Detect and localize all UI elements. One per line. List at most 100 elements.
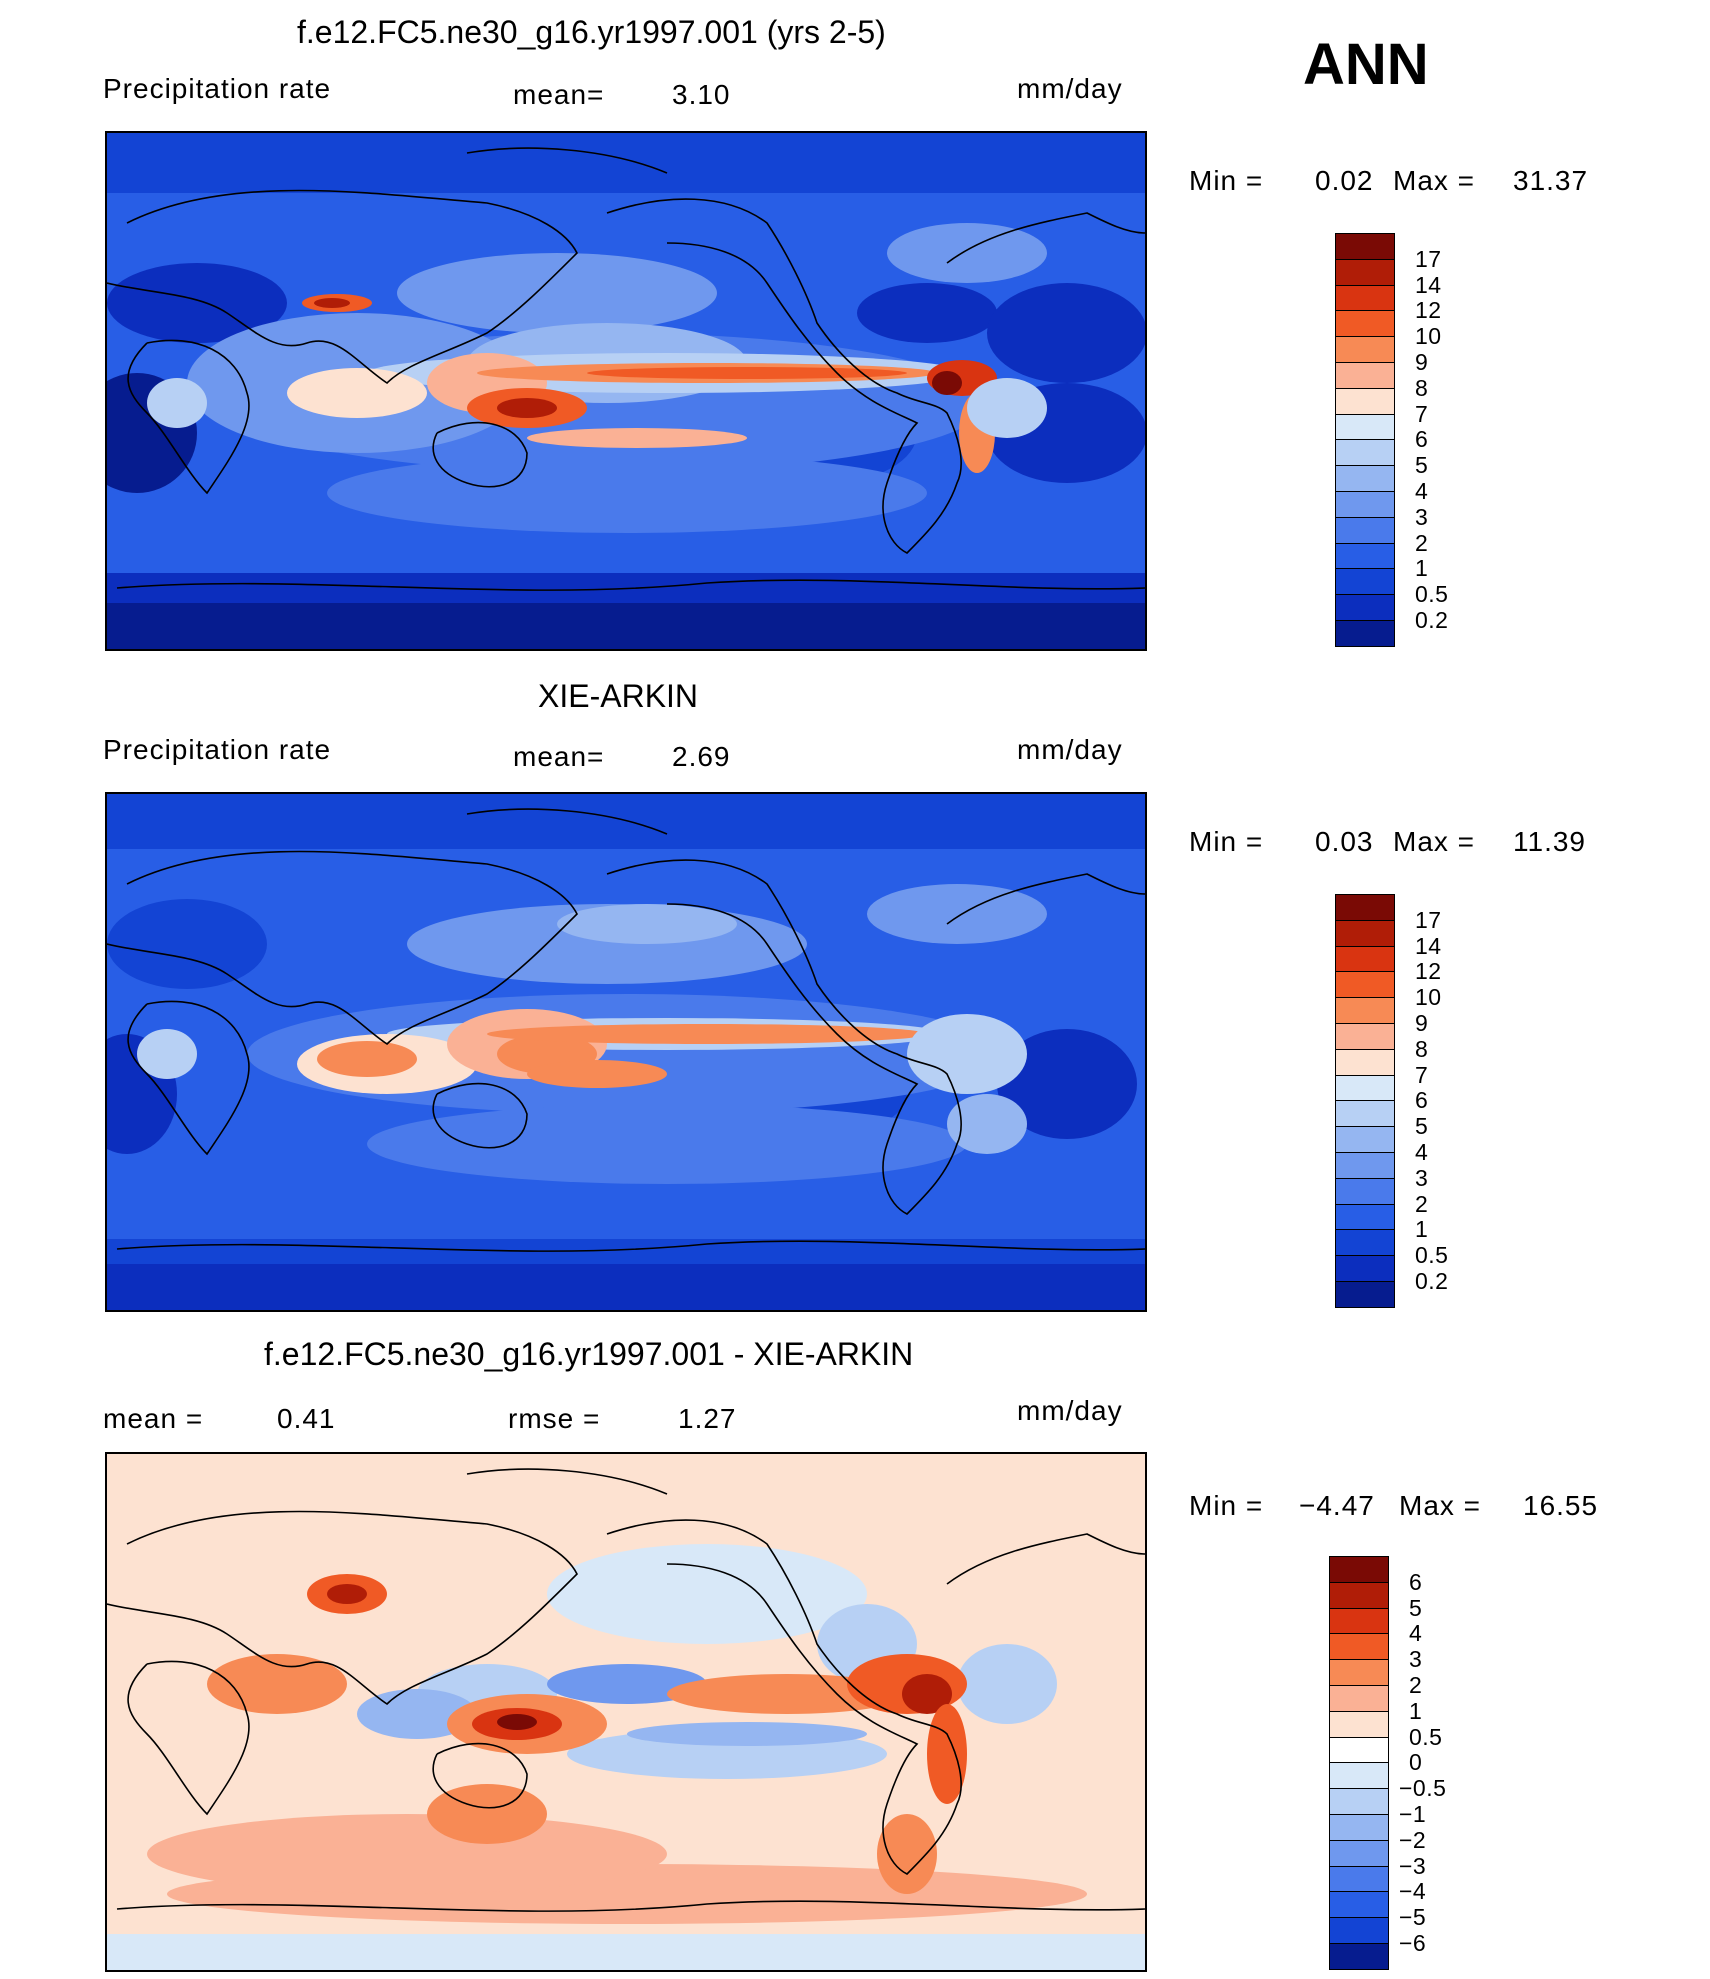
colorbar-tick-label: 8 [1415, 1035, 1429, 1062]
colorbar-tick-label: 7 [1415, 400, 1429, 427]
colorbar-tick-label: 7 [1415, 1061, 1429, 1088]
panel2-min-label: Min = [1189, 826, 1264, 857]
colorbar-tick-label: 4 [1415, 478, 1429, 504]
colorbar-swatch [1329, 1581, 1389, 1609]
colorbar-tick-label: 1 [1409, 1697, 1423, 1724]
colorbar-swatch [1335, 1229, 1395, 1257]
panel3-rmse-label: rmse = [508, 1403, 601, 1434]
colorbar-swatch [1335, 1023, 1395, 1050]
colorbar-tick-label: 17 [1415, 906, 1442, 933]
colorbar-tick-label: 14 [1415, 932, 1442, 959]
colorbar-tick-label: 0.5 [1415, 581, 1449, 608]
panel1-mean-label: mean= [513, 79, 605, 110]
colorbar-swatch [1329, 1943, 1389, 1970]
colorbar-swatch [1329, 1659, 1389, 1686]
colorbar-swatch [1335, 1152, 1395, 1179]
panel1-max-value: 31.37 [1513, 165, 1589, 196]
colorbar-tick-label: 0.2 [1415, 1268, 1449, 1294]
colorbar-swatch [1329, 1710, 1389, 1738]
panel1-min-value: 0.02 [1315, 165, 1374, 196]
panel3-units: mm/day [1017, 1395, 1123, 1426]
colorbar-tick-label: 3 [1409, 1646, 1423, 1673]
colorbar-tick-label: 5 [1415, 452, 1429, 479]
colorbar-tick-label: 5 [1409, 1594, 1423, 1621]
colorbar-swatch [1335, 894, 1395, 921]
colorbar-swatch [1329, 1685, 1389, 1712]
colorbar-tick-label: 12 [1415, 297, 1442, 324]
colorbar-swatch [1335, 1074, 1395, 1102]
colorbar-swatch [1335, 310, 1395, 338]
panel3-min-label: Min = [1189, 1490, 1264, 1521]
colorbar-swatch [1335, 945, 1395, 973]
panel1-max-label: Max = [1393, 165, 1476, 196]
colorbar-tick-label: −0.5 [1399, 1775, 1447, 1802]
colorbar-tick-label: 9 [1415, 349, 1429, 375]
colorbar-swatch [1329, 1865, 1389, 1893]
colorbar-swatch [1335, 491, 1395, 518]
colorbar-tick-label: −1 [1399, 1801, 1427, 1827]
colorbar-swatch [1335, 387, 1395, 415]
panel3-mean-value: 0.41 [277, 1403, 336, 1434]
colorbar-tick-label: 2 [1409, 1672, 1423, 1698]
colorbar-swatch [1335, 594, 1395, 621]
panel3-map [105, 1452, 1147, 1972]
colorbar-swatch [1335, 465, 1395, 492]
colorbar-tick-label: 6 [1415, 426, 1429, 453]
colorbar-swatch [1335, 413, 1395, 441]
colorbar-tick-label: 0.2 [1415, 607, 1449, 633]
colorbar-swatch [1335, 284, 1395, 312]
panel1-field [107, 133, 1145, 649]
colorbar-tick-label: 2 [1415, 1190, 1429, 1217]
colorbar-tick-label: 2 [1415, 529, 1429, 556]
panel1-title: f.e12.FC5.ne30_g16.yr1997.001 (yrs 2-5) [297, 14, 886, 50]
colorbar-tick-label: −2 [1399, 1826, 1427, 1853]
panel2-mean-value: 2.69 [672, 741, 731, 772]
colorbar-swatch [1329, 1839, 1389, 1867]
colorbar-swatch [1335, 258, 1395, 286]
colorbar-swatch [1329, 1736, 1389, 1764]
panel2-max-label: Max = [1393, 826, 1476, 857]
colorbar-swatch [1335, 336, 1395, 363]
colorbar-tick-label: −6 [1399, 1930, 1427, 1956]
colorbar-swatch [1335, 1100, 1395, 1128]
panel1-colorbar: 17 14 12 10 9 8 7 6 5 4 3 2 1 0.5 0.2 [1335, 233, 1475, 647]
colorbar-tick-label: −5 [1399, 1904, 1427, 1931]
colorbar-swatch [1329, 1607, 1389, 1635]
panel2-title: XIE-ARKIN [538, 678, 699, 714]
colorbar-swatch [1329, 1814, 1389, 1841]
colorbar-tick-label: −4 [1399, 1878, 1427, 1905]
colorbar-swatch [1329, 1891, 1389, 1919]
colorbar-swatch [1329, 1788, 1389, 1815]
colorbar-tick-label: −3 [1399, 1852, 1427, 1879]
colorbar-swatch [1329, 1762, 1389, 1790]
panel2-units: mm/day [1017, 734, 1123, 765]
colorbar-tick-label: 0.5 [1409, 1723, 1443, 1750]
colorbar-swatch [1335, 1203, 1395, 1231]
colorbar-tick-label: 4 [1409, 1620, 1423, 1647]
colorbar-tick-label: 17 [1415, 245, 1442, 272]
colorbar-swatch [1335, 1255, 1395, 1282]
panel1-map [105, 131, 1147, 651]
colorbar-swatch [1335, 1048, 1395, 1076]
panel1-min-label: Min = [1189, 165, 1264, 196]
colorbar-tick-label: 6 [1415, 1087, 1429, 1114]
colorbar-swatch [1335, 439, 1395, 467]
colorbar-swatch [1335, 620, 1395, 647]
colorbar-tick-label: 10 [1415, 323, 1442, 350]
colorbar-swatch [1335, 568, 1395, 596]
colorbar-tick-label: 3 [1415, 503, 1429, 530]
panel2-variable: Precipitation rate [103, 734, 332, 765]
colorbar-swatch [1335, 516, 1395, 544]
colorbar-tick-label: 6 [1409, 1568, 1423, 1595]
colorbar-tick-label: 4 [1415, 1139, 1429, 1165]
panel2-map [105, 792, 1147, 1312]
panel2-colorbar: 17 14 12 10 9 8 7 6 5 4 3 2 1 0.5 0.2 [1335, 894, 1475, 1308]
colorbar-tick-label: 9 [1415, 1010, 1429, 1036]
colorbar-tick-label: 1 [1415, 1216, 1429, 1243]
colorbar-swatch [1329, 1633, 1389, 1661]
panel1-mean-value: 3.10 [672, 79, 731, 110]
colorbar-swatch [1329, 1556, 1389, 1583]
panel3-title: f.e12.FC5.ne30_g16.yr1997.001 - XIE-ARKI… [264, 1336, 914, 1372]
colorbar-tick-label: 10 [1415, 984, 1442, 1011]
